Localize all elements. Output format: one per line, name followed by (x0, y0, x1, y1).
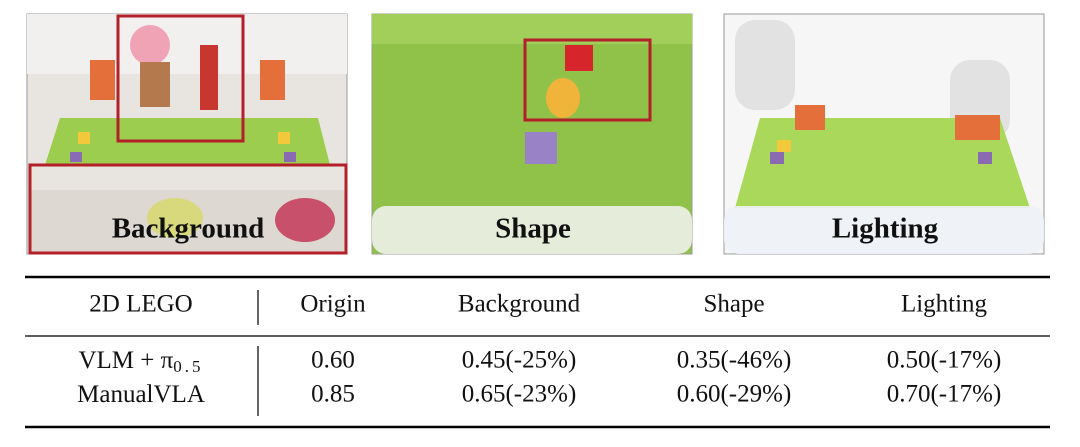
gripper (260, 60, 285, 100)
row-label-text: VLM + π (78, 347, 173, 374)
header-cell: Background (458, 291, 581, 318)
brick (70, 152, 82, 162)
label-band (724, 206, 1044, 254)
table-cell: 0.60 (311, 347, 355, 374)
table-cell: 0.45(-25%) (462, 347, 577, 374)
gripper (955, 115, 1000, 140)
gripper (795, 105, 825, 130)
brick (284, 152, 296, 162)
header-cell: Lighting (901, 291, 988, 318)
wall (27, 14, 347, 74)
gripper (90, 60, 115, 100)
robot-arm (735, 20, 795, 110)
header-cell: 2D LEGO (89, 291, 192, 318)
label-band (372, 206, 692, 254)
lego-plate (735, 118, 1030, 208)
panel-label: Lighting (832, 213, 939, 245)
brick (278, 132, 290, 144)
table-cell: 0.85 (311, 381, 355, 408)
header-cell: Shape (703, 291, 764, 318)
table-cell: 0.50(-17%) (887, 347, 1002, 374)
panel-label: Background (112, 213, 265, 245)
lego-tower (200, 45, 218, 110)
highlight-box (28, 163, 348, 255)
brick (978, 152, 992, 164)
highlight-box (523, 38, 652, 122)
table-cell: 0.60(-29%) (677, 381, 792, 408)
brick (525, 132, 557, 164)
table: 2D LEGO Origin Background Shape Lighting VLM … (77, 291, 1001, 408)
row-label: VLM + π0.5 (78, 347, 203, 376)
brick (770, 152, 784, 164)
vase (140, 62, 170, 107)
table-cell: 0.35(-46%) (677, 347, 792, 374)
brick (78, 132, 90, 144)
panel-background: Background (26, 13, 348, 255)
brick (565, 45, 593, 71)
brick (546, 78, 580, 118)
table-cell: 0.65(-23%) (462, 381, 577, 408)
brick (777, 140, 791, 152)
panel-shape: Shape (371, 13, 693, 255)
row-label-subscript: 0.5 (173, 357, 203, 376)
bowl (147, 198, 203, 238)
header-cell: Origin (300, 291, 366, 318)
panel-label: Shape (495, 213, 571, 245)
row-label-text: ManualVLA (77, 381, 205, 408)
panel-lighting: Lighting (723, 13, 1045, 255)
bowl (275, 198, 335, 242)
table-cell: 0.70(-17%) (887, 381, 1002, 408)
flowers (130, 25, 170, 65)
highlight-box (116, 14, 245, 143)
row-label: ManualVLA (77, 381, 205, 408)
